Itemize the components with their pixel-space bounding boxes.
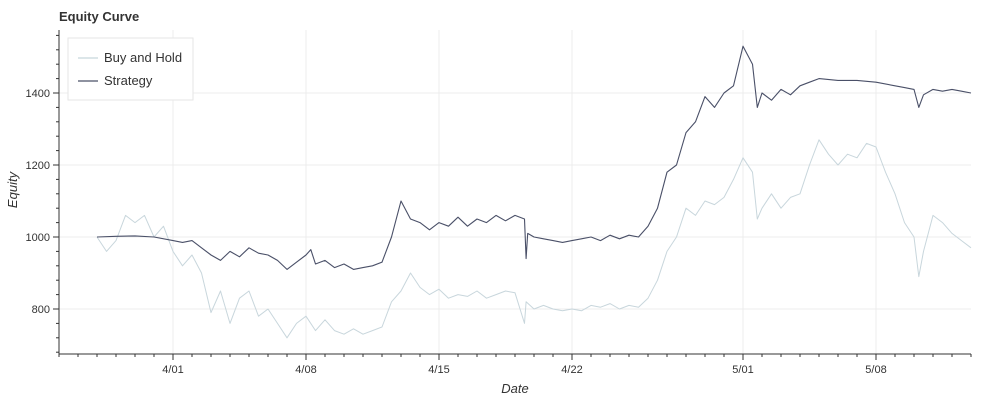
plot-area [59,30,971,354]
x-tick-label: 4/22 [561,364,582,376]
x-tick-label: 4/01 [162,364,183,376]
y-tick-label: 800 [32,304,50,316]
grid [59,30,971,354]
y-axis-label: Equity [5,170,20,208]
series-layer [96,45,972,339]
legend-label-buy-and-hold: Buy and Hold [104,50,182,65]
y-tick-label: 1200 [26,160,50,172]
x-tick-label: 4/15 [428,364,449,376]
legend-label-strategy: Strategy [104,73,153,88]
series-line-strategy [96,45,972,270]
y-tick-label: 1000 [26,232,50,244]
x-tick-label: 5/01 [732,364,753,376]
legend-box [67,37,194,101]
legend: Buy and Hold Strategy [67,37,194,101]
x-axis-label: Date [501,381,528,396]
y-tick-label: 1400 [26,88,50,100]
x-tick-label: 4/08 [295,364,316,376]
x-tick-label: 5/08 [865,364,886,376]
chart-title: Equity Curve [59,9,140,24]
series-line-buy-and-hold [96,139,972,339]
axes: 800 1000 1200 1400 4/01 4/08 4/15 4/22 5/01 5/08 [26,30,972,376]
